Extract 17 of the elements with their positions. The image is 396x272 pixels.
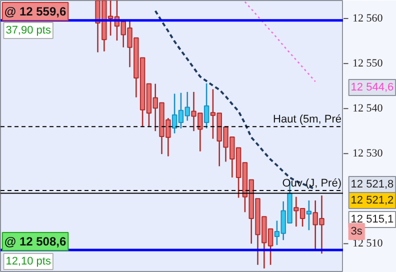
candlestick bbox=[204, 82, 210, 130]
text: 3s bbox=[350, 226, 363, 238]
line-series bbox=[244, 1, 316, 82]
text: 12 544,6 bbox=[350, 82, 394, 94]
y-tick-label: 12 540 bbox=[352, 102, 384, 115]
text: 12 521,8 bbox=[350, 178, 394, 190]
text: @ 12 559,6 bbox=[4, 4, 66, 18]
text: 37,90 pts bbox=[6, 24, 52, 36]
y-tick-label: 12 530 bbox=[352, 148, 384, 160]
ref-line-label: Haut (5m, Pré bbox=[273, 114, 342, 126]
y-tick-label: 12 560 bbox=[352, 12, 384, 25]
text: @ 12 508,6 bbox=[4, 234, 66, 248]
y-tick-label: 12 550 bbox=[352, 58, 384, 70]
text: 12,10 pts bbox=[6, 256, 52, 268]
candlestick bbox=[306, 200, 312, 231]
text: 12 515,1 bbox=[350, 214, 394, 226]
text: 12 521,2 bbox=[350, 194, 394, 206]
